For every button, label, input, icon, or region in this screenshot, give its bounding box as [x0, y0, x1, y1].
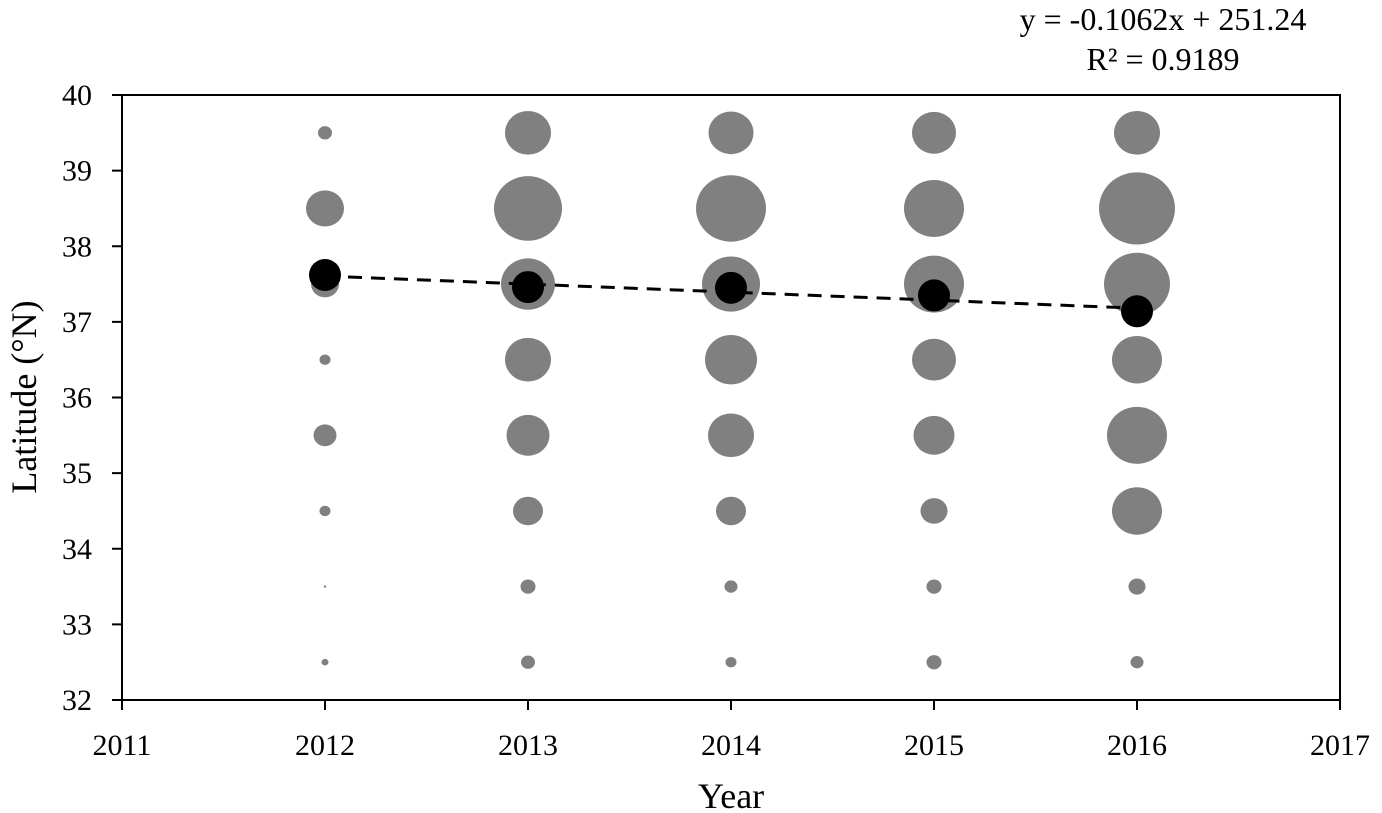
bubble-point — [912, 338, 956, 381]
bubble-point — [319, 505, 331, 517]
x-tick-label: 2016 — [1107, 729, 1167, 762]
y-tick-label: 36 — [62, 382, 92, 415]
mean-series — [309, 258, 1153, 328]
bubble-point — [920, 498, 948, 524]
bubble-point — [696, 175, 766, 242]
bubble-point — [912, 111, 956, 154]
x-axis-ticks: 2011 2012 2013 2014 2015 2016 2017 — [93, 700, 1370, 762]
x-tick-label: 2014 — [701, 729, 761, 762]
trend-equation: y = -0.1062x + 251.24 — [1020, 1, 1307, 37]
bubble-point — [724, 580, 738, 593]
y-tick-label: 33 — [62, 608, 92, 641]
bubble-point — [318, 126, 332, 140]
bubble-point — [1112, 487, 1162, 535]
bubble-point — [926, 579, 942, 594]
bubble-point — [520, 579, 536, 594]
bubble-point — [319, 354, 331, 365]
mean-point — [512, 271, 544, 304]
bubble-point — [1099, 172, 1175, 245]
bubble-point — [926, 655, 942, 670]
bubble-point — [494, 176, 562, 241]
bubble-point — [705, 334, 757, 385]
x-axis-title: Year — [698, 776, 764, 813]
y-tick-label: 37 — [62, 306, 92, 339]
bubble-point — [1107, 406, 1167, 464]
mean-point — [309, 258, 341, 291]
bubble-point — [913, 415, 955, 455]
bubble-point — [323, 585, 327, 588]
x-tick-label: 2013 — [498, 729, 558, 762]
bubble-point — [513, 496, 543, 526]
y-axis-ticks: 32 33 34 35 36 37 38 39 40 — [62, 79, 122, 717]
bubble-point — [521, 655, 535, 669]
mean-point — [715, 271, 747, 304]
bubble-point — [313, 424, 337, 447]
bubble-point — [1104, 252, 1170, 316]
y-tick-label: 35 — [62, 457, 92, 490]
bubble-point — [1130, 656, 1144, 669]
mean-point — [918, 279, 950, 312]
bubble-point — [321, 658, 329, 666]
x-tick-label: 2017 — [1310, 729, 1370, 762]
x-tick-label: 2012 — [295, 729, 355, 762]
bubble-point — [506, 414, 550, 456]
bubble-series — [306, 110, 1175, 670]
y-tick-label: 32 — [62, 684, 92, 717]
mean-point — [1121, 295, 1153, 328]
y-tick-label: 34 — [62, 533, 92, 566]
y-tick-label: 38 — [62, 230, 92, 263]
bubble-point — [708, 111, 754, 155]
bubble-point — [1128, 578, 1146, 595]
bubble-point — [306, 190, 344, 227]
bubble-point — [725, 656, 737, 668]
x-tick-label: 2015 — [904, 729, 964, 762]
r-squared-value: R² = 0.9189 — [1087, 41, 1240, 77]
bubble-point — [708, 413, 754, 458]
trendline — [324, 274, 1138, 310]
bubble-point — [904, 179, 964, 237]
x-tick-label: 2011 — [93, 729, 152, 762]
trendline-group — [324, 274, 1138, 310]
y-tick-label: 40 — [62, 79, 92, 112]
y-tick-label: 39 — [62, 155, 92, 188]
bubble-point — [505, 337, 551, 382]
bubble-point — [505, 110, 551, 155]
y-axis-title: Latitude (°N) — [4, 300, 44, 493]
bubble-point — [1114, 110, 1160, 155]
bubble-point — [716, 496, 746, 526]
bubble-point — [1112, 335, 1162, 384]
